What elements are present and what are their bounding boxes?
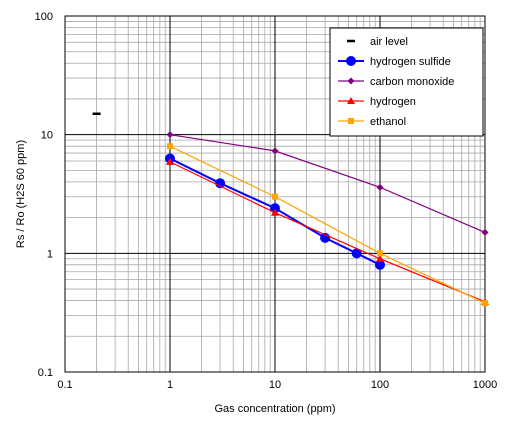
triangle-marker (347, 97, 355, 104)
triangle-marker (166, 157, 174, 165)
series-air-level (92, 112, 101, 116)
legend: air level hydrogen sulfide carbon monoxide… (329, 27, 484, 137)
y-tick-label: 100 (35, 11, 53, 23)
legend-item-hydrogen-sulfide: hydrogen sulfide (338, 56, 451, 68)
square-marker (482, 300, 488, 307)
y-axis-title: Rs / Ro (H2S 60 ppm) (15, 140, 27, 248)
y-tick-label: 0.1 (38, 367, 53, 379)
circle-marker (270, 203, 280, 214)
series-line-hydrogen (169, 161, 486, 303)
diamond-marker (271, 147, 279, 155)
legend-label: ethanol (370, 116, 406, 128)
diamond-marker (481, 228, 489, 236)
circle-marker (375, 259, 385, 270)
circle-marker (215, 178, 226, 189)
x-axis-title: Gas concentration (ppm) (214, 403, 335, 415)
square-marker (167, 143, 173, 150)
diamond-marker (347, 77, 355, 85)
legend-item-ethanol: ethanol (338, 116, 406, 128)
x-tick-label: 1000 (473, 379, 497, 391)
series-layer (92, 112, 489, 307)
legend-label: carbon monoxide (370, 76, 454, 88)
x-tick-label: 100 (371, 379, 389, 391)
series-hydrogen (166, 157, 489, 305)
plot-frame (64, 15, 486, 373)
x-tick-label: 0.1 (57, 379, 72, 391)
triangle-marker (271, 208, 279, 216)
diamond-marker (376, 183, 384, 191)
x-tick-label: 1 (167, 379, 173, 391)
dash-marker (347, 39, 355, 43)
dash-marker (92, 112, 101, 116)
legend-item-hydrogen: hydrogen (338, 96, 416, 108)
square-marker (377, 250, 383, 257)
legend-box (329, 27, 484, 137)
series-line-carbon-monoxide (169, 134, 486, 233)
series-ethanol (167, 143, 488, 307)
circle-marker (346, 56, 356, 66)
square-marker (348, 118, 354, 124)
x-tick-label: 10 (269, 379, 281, 391)
diamond-marker (166, 131, 174, 139)
series-line-ethanol (169, 145, 486, 304)
legend-item-carbon-monoxide: carbon monoxide (338, 76, 454, 88)
square-marker (272, 193, 278, 200)
legend-label: air level (370, 36, 408, 48)
y-tick-label: 1 (47, 248, 53, 260)
y-tick-label: 10 (41, 130, 53, 142)
legend-label: hydrogen (370, 96, 416, 108)
circle-marker (351, 248, 362, 259)
series-carbon-monoxide (166, 131, 489, 236)
legend-item-air-level: air level (347, 36, 408, 48)
x-tick-labels: 0.1 1 10 100 1000 (57, 379, 497, 391)
triangle-marker (376, 254, 384, 262)
legend-label: hydrogen sulfide (370, 56, 451, 68)
y-tick-labels: 0.1 1 10 100 (35, 11, 53, 379)
